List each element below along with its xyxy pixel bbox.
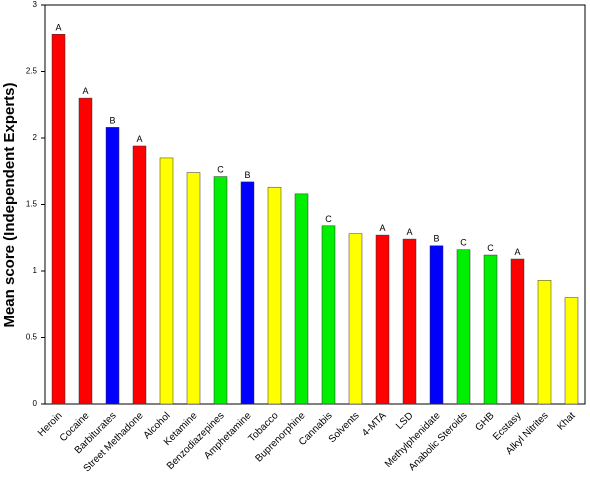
y-tick-label: 1.5 bbox=[26, 200, 38, 209]
significance-letter: C bbox=[460, 238, 467, 248]
significance-letter: A bbox=[514, 247, 520, 257]
bar bbox=[105, 127, 120, 405]
y-tick-label: 0 bbox=[33, 399, 38, 408]
bar bbox=[348, 233, 363, 405]
significance-letter: A bbox=[55, 22, 61, 32]
y-tick-label: 2.5 bbox=[26, 67, 38, 76]
significance-letter: C bbox=[217, 165, 224, 175]
bar bbox=[267, 186, 282, 405]
significance-letter: C bbox=[325, 214, 332, 224]
bar bbox=[375, 234, 390, 405]
bar bbox=[51, 34, 66, 405]
plot-frame bbox=[44, 4, 586, 405]
y-tick-label: 0.5 bbox=[26, 333, 38, 342]
y-tick-label: 3 bbox=[33, 0, 38, 9]
significance-letter: C bbox=[487, 243, 494, 253]
x-tick-label: LSD bbox=[394, 410, 416, 432]
bar bbox=[456, 249, 471, 405]
y-tick-label: 1 bbox=[33, 266, 38, 275]
bar bbox=[321, 225, 336, 405]
bar bbox=[483, 254, 498, 405]
significance-letter: B bbox=[109, 115, 115, 125]
bar bbox=[402, 238, 417, 405]
bar bbox=[78, 97, 93, 405]
significance-letter: A bbox=[136, 134, 142, 144]
significance-letter: A bbox=[406, 227, 412, 237]
significance-letter: B bbox=[244, 170, 250, 180]
x-tick-label: Khat bbox=[555, 410, 577, 432]
bar bbox=[429, 245, 444, 405]
significance-letter: B bbox=[433, 234, 439, 244]
bar bbox=[132, 145, 147, 405]
bar bbox=[240, 181, 255, 405]
bar bbox=[186, 172, 201, 405]
significance-letter: A bbox=[379, 223, 385, 233]
bar bbox=[510, 258, 525, 405]
bar bbox=[564, 297, 579, 405]
y-tick-label: 2 bbox=[33, 133, 38, 142]
x-tick-label: 4-MTA bbox=[360, 410, 389, 439]
significance-letter: A bbox=[82, 86, 88, 96]
bar bbox=[159, 157, 174, 405]
bar bbox=[537, 280, 552, 405]
bar bbox=[294, 193, 309, 405]
x-tick-label: GHB bbox=[474, 410, 497, 433]
bar bbox=[213, 176, 228, 405]
y-axis-label: Mean score (Independent Experts) bbox=[1, 82, 18, 327]
